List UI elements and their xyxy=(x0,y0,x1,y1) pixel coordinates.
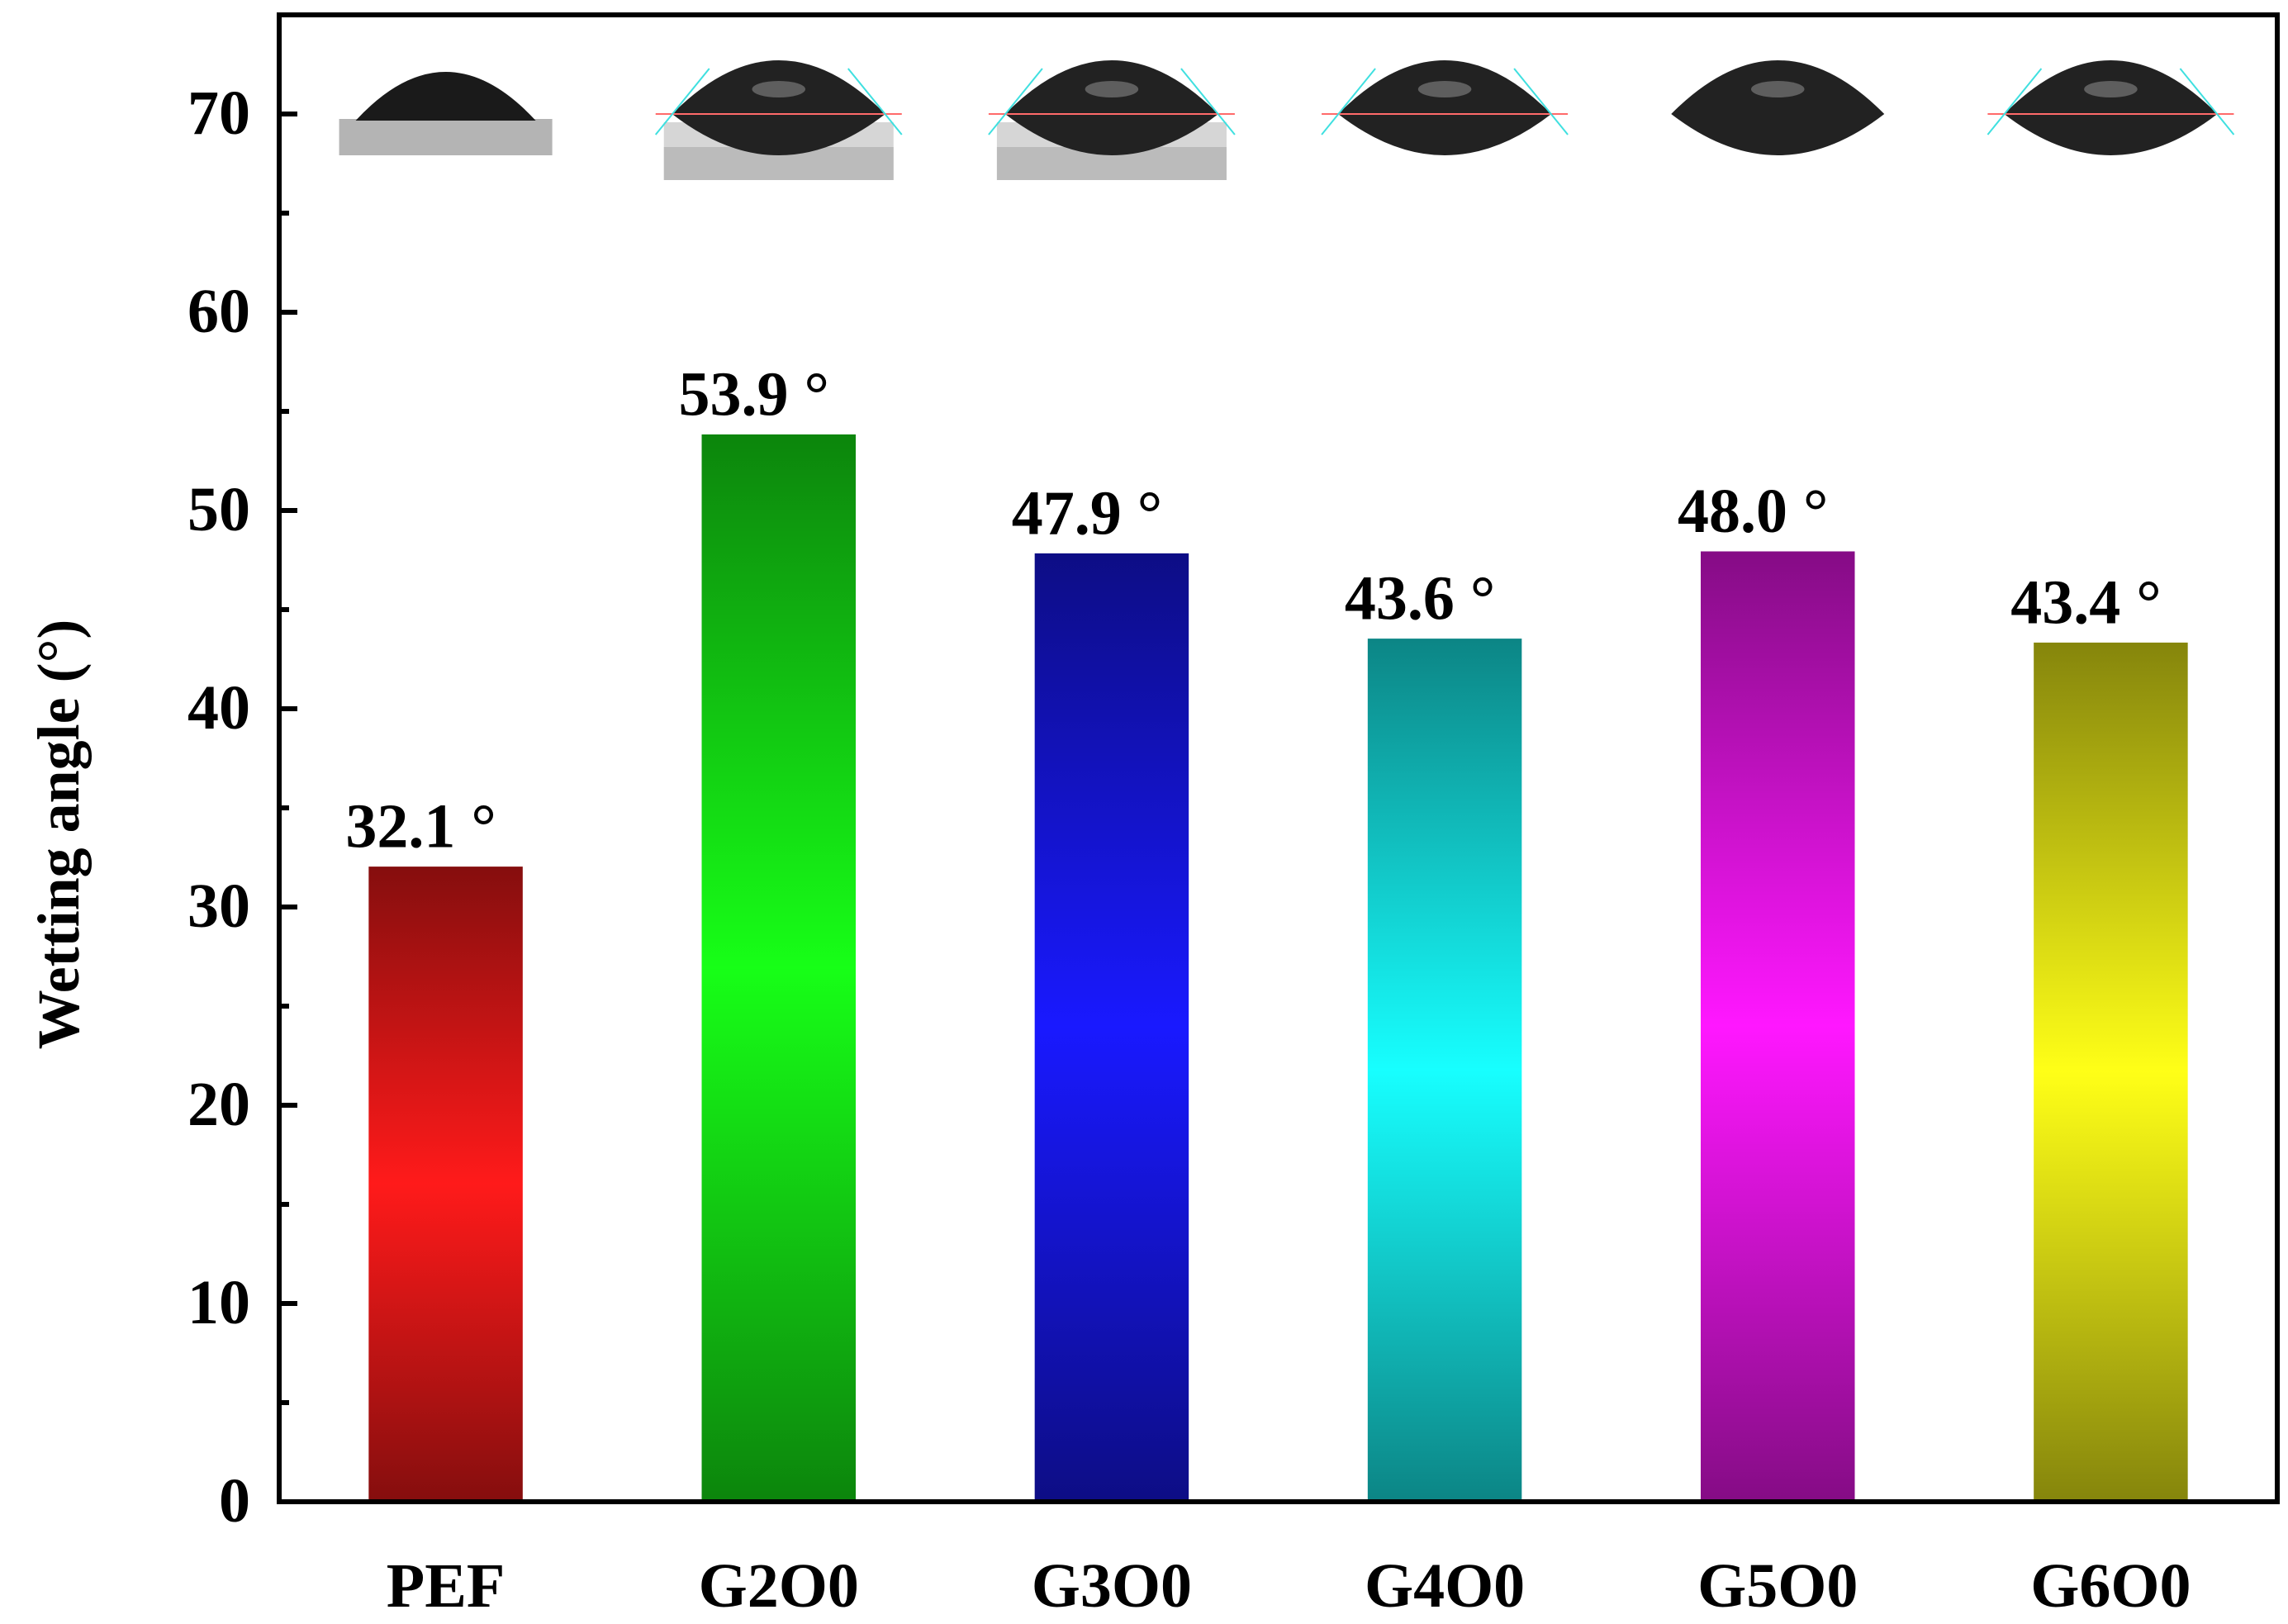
plot-frame xyxy=(277,12,2280,1504)
droplet-image-g5o0 xyxy=(1671,60,1885,155)
droplet-image-pef xyxy=(339,72,553,155)
x-tick-label-g2o0: G2O0 xyxy=(699,1551,859,1620)
y-tick-label: 20 xyxy=(188,1070,250,1139)
droplet-image-g6o0 xyxy=(1987,60,2235,155)
value-label-g3o0: 47.9 ° xyxy=(1012,478,1162,548)
value-label-g2o0: 53.9 ° xyxy=(679,359,829,429)
value-label-g5o0: 48.0 ° xyxy=(1678,477,1828,546)
bar-g6o0 xyxy=(2031,639,2191,1503)
x-tick-label-pef: PEF xyxy=(387,1551,506,1620)
bar-g3o0 xyxy=(1032,550,1192,1503)
y-tick-label: 50 xyxy=(188,475,250,544)
bar-g5o0 xyxy=(1698,548,1858,1503)
value-label-g6o0: 43.4 ° xyxy=(2010,567,2161,637)
droplet-images-layer xyxy=(339,60,2235,180)
droplet-image-g3o0 xyxy=(988,60,1236,180)
y-tick-label: 10 xyxy=(188,1268,250,1337)
y-axis-label: Wetting angle (°) xyxy=(26,620,92,1050)
value-label-g4o0: 43.6 ° xyxy=(1345,564,1495,634)
bar-g4o0 xyxy=(1365,636,1525,1503)
x-tick-label-g6o0: G6O0 xyxy=(2030,1551,2191,1620)
bar-pef xyxy=(366,864,525,1503)
axis-layer: PEF G2O0 G3O0 G4O0 G5O0 G6O0 0 10 20 30 40 50 60 70 xyxy=(188,12,2280,1621)
y-tick-label: 0 xyxy=(219,1466,250,1536)
bar-g2o0 xyxy=(699,431,858,1503)
y-tick-label: 60 xyxy=(188,277,250,346)
value-label-pef: 32.1 ° xyxy=(345,792,496,862)
bars-layer: 32.1 ° 53.9 ° 47.9 ° 43.6 ° 48.0 ° 43.4 ° xyxy=(345,359,2191,1503)
y-tick-label: 70 xyxy=(188,78,250,148)
x-tick-label-g5o0: G5O0 xyxy=(1697,1551,1858,1620)
y-tick-label: 40 xyxy=(188,673,250,743)
x-tick-label-g3o0: G3O0 xyxy=(1032,1551,1192,1620)
y-tick-label: 30 xyxy=(188,871,250,941)
x-tick-label-g4o0: G4O0 xyxy=(1365,1551,1525,1620)
droplet-image-g2o0 xyxy=(654,60,903,180)
droplet-image-g4o0 xyxy=(1321,60,1569,155)
